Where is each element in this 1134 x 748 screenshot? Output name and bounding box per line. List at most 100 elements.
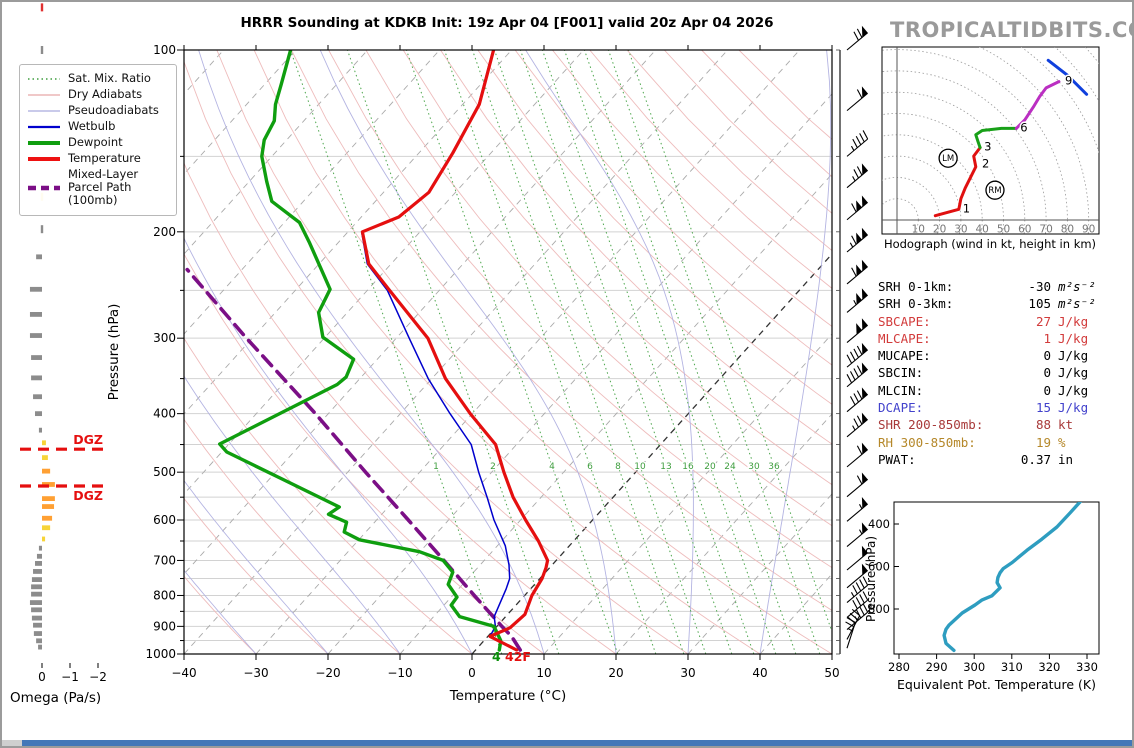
index-unit: J/kg: [1058, 365, 1089, 381]
omega-bar: [31, 607, 42, 613]
mixing-ratio-line: [493, 50, 707, 654]
barb-half-feather: [859, 529, 863, 535]
index-value: 0: [1043, 382, 1051, 398]
isotherm-line: [615, 413, 832, 654]
pseudoadiabat-line: [184, 569, 257, 654]
index-unit: J/kg: [1058, 348, 1089, 364]
index-row: MUCAPE: 0 J/kg: [878, 348, 1114, 365]
barb-staff: [846, 169, 869, 189]
pressure-axis-label: Pressure (hPa): [106, 303, 122, 401]
thetae-x-tick-label: 330: [1076, 660, 1098, 674]
barb-pennant: [861, 86, 868, 98]
barb-feather: [859, 133, 865, 143]
wind-barb: [846, 387, 869, 413]
hodograph-ring-label: 40: [976, 224, 989, 236]
index-value: 0: [1043, 348, 1051, 364]
index-row: SHR 200-850mb: 88 kt: [878, 417, 1114, 434]
barb-pennant: [861, 259, 868, 272]
barb-feather: [856, 365, 863, 375]
wind-barb: [845, 617, 856, 649]
thetae-pressure-label: Pressure (hPa): [864, 535, 878, 623]
omega-bar: [36, 254, 42, 260]
dry-adiabat-line: [253, 50, 832, 654]
barb-staff: [846, 201, 869, 221]
wind-barb: [846, 563, 869, 589]
index-label: SBCAPE:: [878, 313, 931, 329]
index-unit: J/kg: [1058, 330, 1089, 346]
wind-barb: [846, 545, 869, 571]
thetae-y-tick-label: 800: [868, 602, 890, 616]
temperature-axis-label: Temperature (°C): [449, 688, 567, 704]
storm-motion-marker: [938, 148, 958, 168]
barb-pennant: [861, 163, 868, 175]
wind-barb: [846, 163, 869, 189]
pressure-tick-label: 900: [153, 619, 176, 633]
mixing-ratio-label: 13: [660, 462, 671, 472]
isotherm-line: [399, 173, 832, 654]
barb-feather: [851, 203, 857, 213]
legend-item-label: Wetbulb: [68, 119, 116, 134]
barb-feather: [853, 393, 859, 403]
barb-staff: [846, 234, 869, 253]
barb-feather: [852, 138, 858, 148]
legend-item-label: Sat. Mix. Ratio: [68, 71, 151, 86]
pseudoadiabat-line: [184, 375, 401, 654]
index-value: -30: [1028, 279, 1051, 294]
mixing-ratio-line: [627, 50, 832, 634]
dry-adiabat-line: [184, 497, 329, 654]
index-label: RH 300-850mb:: [878, 434, 976, 450]
hodograph-ring-label: 10: [912, 224, 925, 236]
pseudoadiabat-line: [198, 50, 545, 654]
index-row: DCAPE: 15 J/kg: [878, 400, 1114, 417]
index-label: SRH 0-1km:: [878, 279, 954, 294]
index-value: 0: [1043, 365, 1051, 381]
barb-pennant: [861, 25, 868, 38]
hodograph-segment: [1046, 58, 1089, 96]
barb-pennant: [861, 342, 868, 355]
legend-item: Temperature: [26, 152, 172, 166]
temp-tick-label: 0: [468, 666, 476, 680]
barb-feather: [856, 89, 863, 99]
index-row: MLCIN: 0 J/kg: [878, 383, 1114, 400]
isotherm-line: [184, 50, 656, 575]
mixing-ratio-line: [563, 50, 777, 654]
legend-item: Dewpoint: [26, 136, 172, 150]
index-row: PWAT: 0.37 in: [878, 452, 1114, 469]
temp-tick-label: −10: [387, 666, 412, 680]
hodograph-height-label: 9: [1065, 74, 1072, 88]
index-value: 1: [1043, 330, 1051, 346]
omega-bar: [38, 427, 42, 433]
window-bottom-bar: [22, 740, 1132, 746]
hodograph-height-label: 2: [982, 157, 989, 171]
thetae-y-tick-label: 600: [868, 560, 890, 574]
index-unit: J/kg: [1058, 400, 1089, 416]
barb-pennant: [861, 545, 868, 558]
index-label: DCAPE:: [878, 400, 924, 416]
barb-staff: [846, 92, 869, 112]
wind-barb: [846, 259, 869, 285]
index-label: SRH 0-3km:: [878, 296, 954, 312]
mixing-ratio-line: [541, 50, 755, 654]
dry-adiabat-line: [328, 50, 832, 569]
mixing-ratio-line: [443, 50, 657, 654]
index-unit: J/kg: [1058, 313, 1089, 329]
hodograph-ring-label: 80: [1061, 224, 1074, 236]
barb-feather: [856, 445, 863, 455]
barb-feather: [855, 135, 862, 146]
thetae-x-tick-label: 320: [1038, 660, 1060, 674]
pressure-tick-label: 400: [153, 407, 176, 421]
barb-pennant: [856, 293, 862, 305]
mixing-ratio-label: 8: [615, 462, 621, 472]
barb-feather: [846, 354, 853, 364]
thetae-x-tick-label: 290: [926, 660, 948, 674]
barb-feather: [855, 597, 862, 607]
pressure-tick-label: 300: [153, 331, 176, 345]
wind-barb: [846, 362, 869, 388]
legend-swatch-thick: [28, 157, 60, 161]
hodograph-segment: [933, 146, 982, 218]
barb-feather: [856, 345, 863, 355]
barb-feather: [849, 612, 858, 620]
pressure-tick-label: 600: [153, 513, 176, 527]
barb-half-feather: [852, 176, 856, 182]
index-unit: kt: [1058, 417, 1074, 433]
